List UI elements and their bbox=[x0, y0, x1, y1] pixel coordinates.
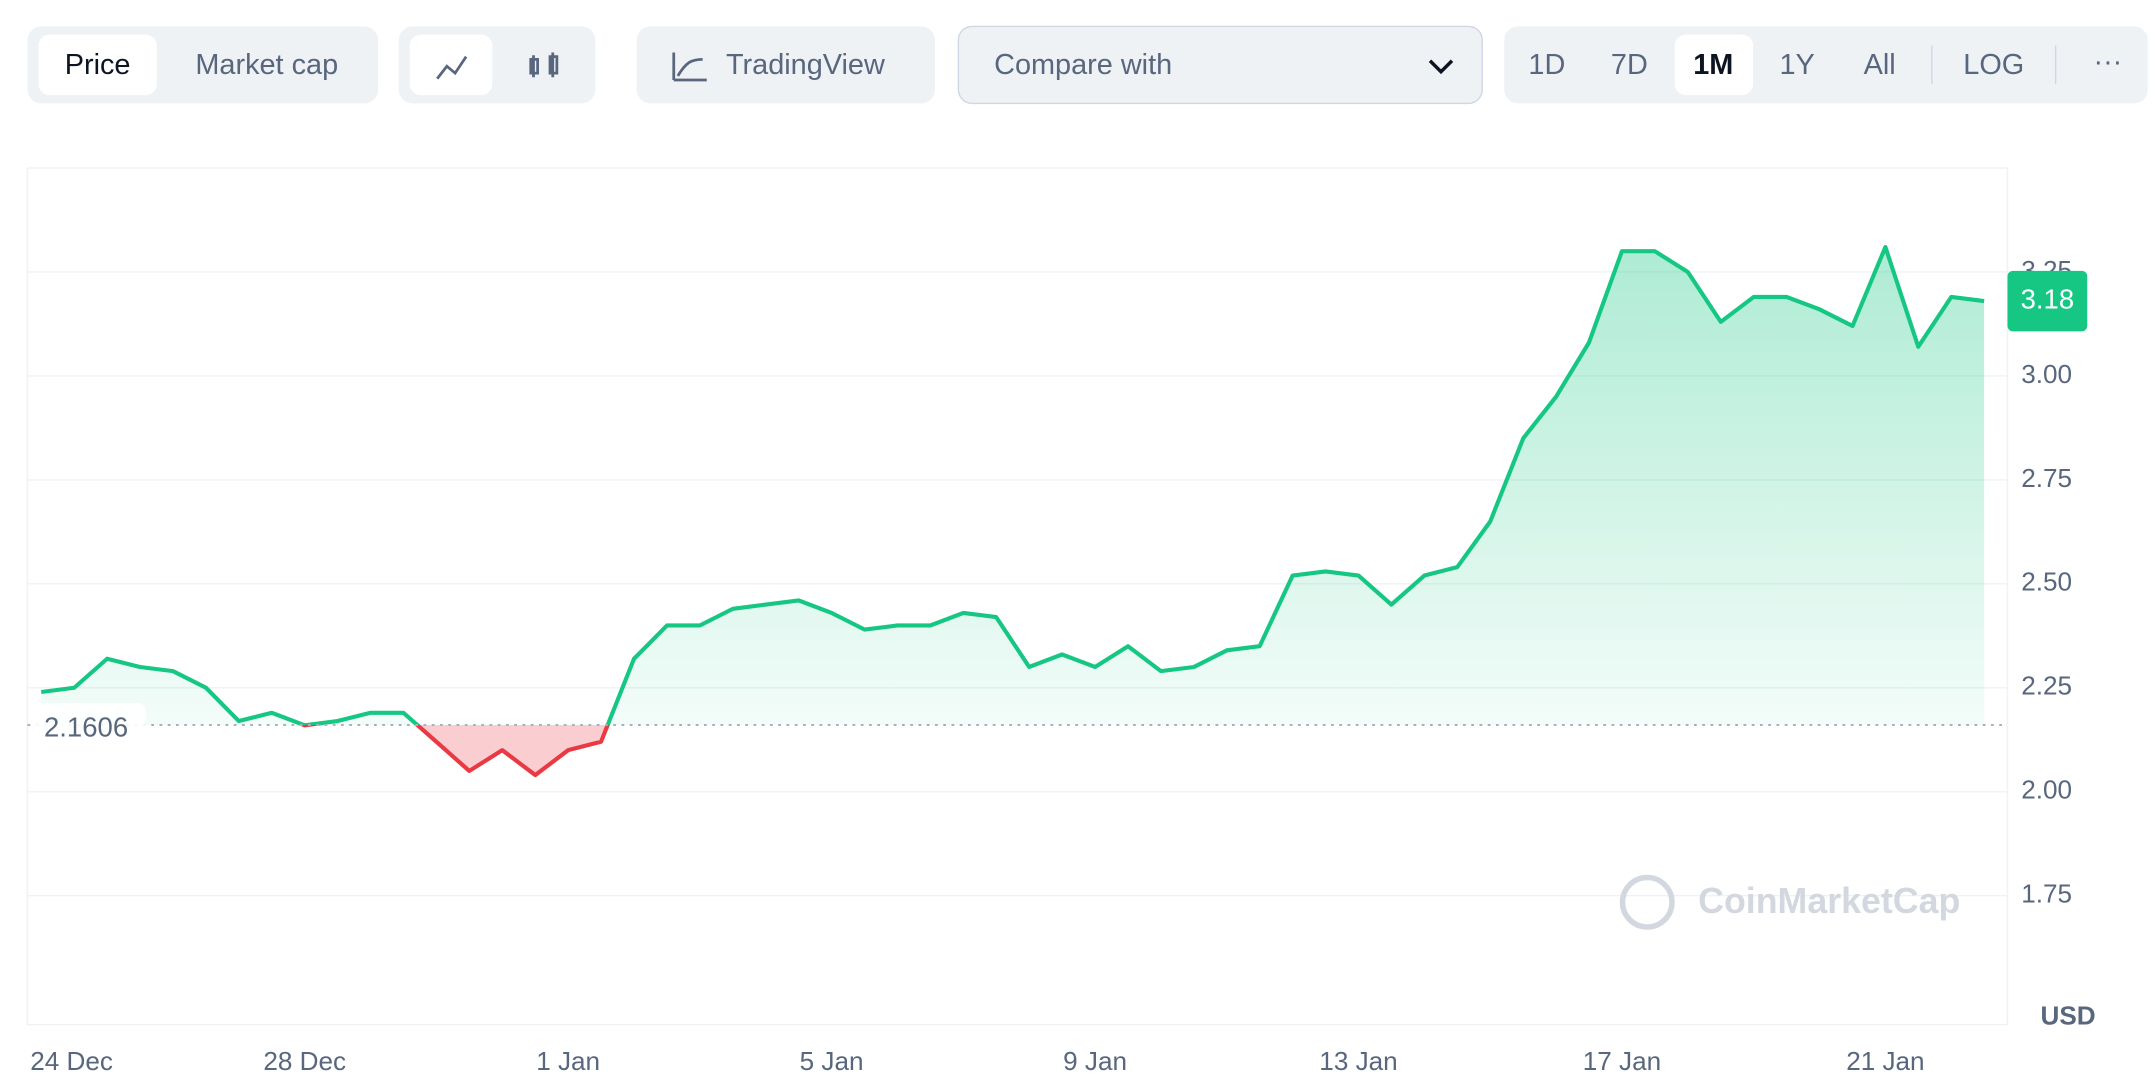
y-unit: USD bbox=[2041, 1001, 2096, 1031]
line-icon bbox=[436, 55, 468, 80]
last-price-badge bbox=[2007, 270, 2088, 332]
more-button[interactable]: ··· bbox=[2093, 46, 2122, 78]
watermark-logo bbox=[1619, 874, 1675, 930]
candle-icon[interactable] bbox=[529, 52, 559, 78]
range-group bbox=[1504, 26, 2148, 104]
x-tick-label: 21 Jan bbox=[1846, 1046, 1924, 1076]
baseline-badge bbox=[33, 702, 146, 747]
line-up bbox=[40, 245, 1985, 725]
x-tick-label: 1 Jan bbox=[536, 1046, 600, 1076]
tradingview-label[interactable]: TradingView bbox=[726, 49, 885, 81]
range[interactable]: 1Y bbox=[1779, 49, 1814, 81]
range[interactable]: 1M bbox=[1693, 49, 1733, 81]
tab-active[interactable] bbox=[38, 34, 157, 96]
y-tick-label: 2.50 bbox=[2021, 567, 2072, 597]
y-tick-label: 1.75 bbox=[2021, 879, 2072, 909]
tab[interactable]: Market cap bbox=[195, 49, 338, 81]
compare-select[interactable] bbox=[957, 25, 1483, 105]
x-tick-label: 24 Dec bbox=[30, 1046, 113, 1076]
toolbar: Price Market cap TradingView Compare wit… bbox=[27, 25, 2148, 105]
range-active[interactable] bbox=[1674, 34, 1754, 96]
tab[interactable]: Price bbox=[65, 49, 131, 81]
area-down bbox=[41, 724, 1985, 776]
x-tick-label: 17 Jan bbox=[1583, 1046, 1661, 1076]
baseline-label: 2.1606 bbox=[44, 711, 128, 742]
x-tick-label: 28 Dec bbox=[263, 1046, 346, 1076]
tv-icon bbox=[672, 52, 707, 82]
log-toggle[interactable]: LOG bbox=[1963, 49, 2024, 81]
y-tick-label: 3.00 bbox=[2021, 359, 2072, 389]
x-tick-label: 13 Jan bbox=[1319, 1046, 1397, 1076]
watermark: CoinMarketCap bbox=[1698, 881, 1960, 921]
plot-frame bbox=[26, 167, 2009, 1026]
chevron bbox=[1428, 59, 1454, 75]
x-tick-label: 9 Jan bbox=[1063, 1046, 1127, 1076]
range[interactable]: 1D bbox=[1528, 49, 1565, 81]
range[interactable]: 7D bbox=[1611, 49, 1648, 81]
y-tick-label: 2.25 bbox=[2021, 671, 2072, 701]
y-tick-label: 2.75 bbox=[2021, 463, 2072, 493]
y-tick-label: 2.00 bbox=[2021, 775, 2072, 805]
tradingview-button[interactable] bbox=[636, 26, 935, 104]
last-price-label: 3.18 bbox=[2021, 283, 2075, 314]
area-up bbox=[41, 247, 1985, 725]
compare-label[interactable]: Compare with bbox=[994, 49, 1172, 81]
x-tick-label: 5 Jan bbox=[800, 1046, 864, 1076]
range[interactable]: All bbox=[1864, 49, 1896, 81]
line-button[interactable] bbox=[409, 34, 493, 96]
